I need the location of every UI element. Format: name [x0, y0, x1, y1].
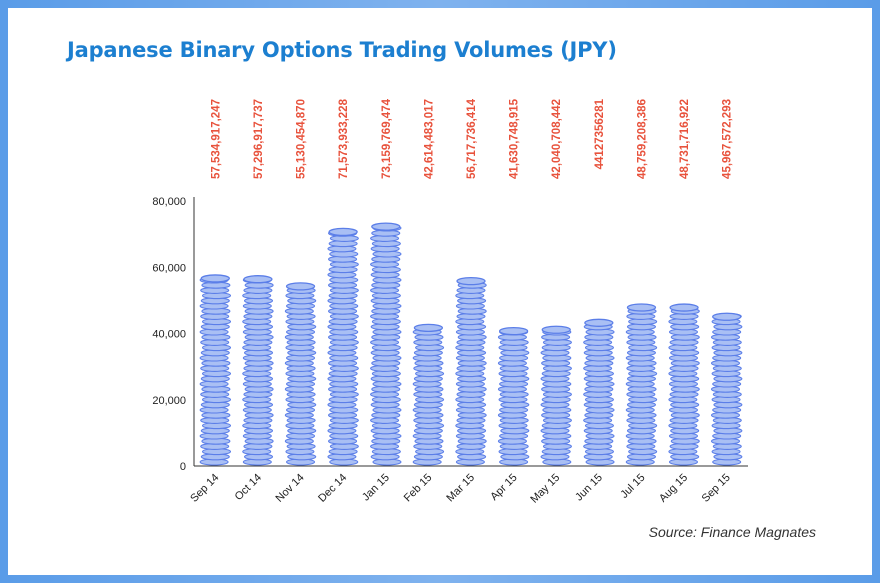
x-tick-label: Feb 15	[402, 472, 435, 505]
data-label: 42,614,483,017	[423, 99, 435, 179]
data-label: 48,731,716,922	[679, 99, 691, 179]
bar-sep-15	[710, 312, 743, 466]
bar-jun-15	[583, 318, 615, 466]
y-tick-label: 40,000	[152, 329, 186, 341]
x-tick-label: Jul 15	[618, 472, 647, 501]
data-label: 73,159,769,474	[381, 98, 393, 179]
bar-oct-14	[242, 275, 274, 466]
x-tick-label: May 15	[528, 472, 562, 506]
bar-mar-15	[455, 276, 487, 466]
bar-jul-15	[625, 303, 658, 466]
bar-apr-15	[497, 326, 530, 466]
data-label: 55,130,454,870	[296, 99, 308, 179]
x-tick-label: Sep 14	[188, 472, 221, 505]
x-tick-label: Oct 14	[233, 472, 264, 503]
bar-dec-14	[327, 227, 359, 466]
bar-sep-14	[199, 274, 232, 466]
y-tick-label: 20,000	[152, 395, 186, 407]
bar-feb-15	[412, 323, 445, 466]
bar-jan-15	[370, 222, 402, 466]
data-label: 42,040,708,442	[551, 99, 563, 179]
x-tick-label: Jan 15	[360, 472, 392, 504]
data-label: 48,759,208,386	[636, 99, 648, 179]
bar-nov-14	[284, 282, 317, 466]
x-tick-label: Aug 15	[657, 472, 690, 505]
x-tick-label: Nov 14	[274, 472, 307, 505]
data-label: 57,296,917,737	[253, 99, 265, 179]
data-label: 56,717,736,414	[466, 98, 478, 179]
x-tick-label: Mar 15	[444, 472, 477, 505]
chart-card	[8, 8, 872, 575]
source-note: Source: Finance Magnates	[648, 524, 816, 540]
y-tick-label: 60,000	[152, 262, 186, 274]
bar-may-15	[540, 325, 572, 466]
chart-title: Japanese Binary Options Trading Volumes …	[67, 38, 617, 62]
x-tick-label: Jun 15	[573, 472, 605, 504]
y-tick-label: 80,000	[152, 196, 186, 208]
x-tick-label: Sep 15	[700, 472, 733, 505]
x-tick-label: Apr 15	[488, 472, 519, 503]
data-label: 41,630,748,915	[509, 98, 521, 179]
data-label: 57,534,917,247	[210, 99, 222, 179]
data-label: 71,573,933,228	[338, 98, 350, 179]
bar-aug-15	[668, 303, 700, 466]
data-label: 45,967,572,293	[722, 99, 734, 179]
y-tick-label: 0	[180, 461, 186, 473]
data-label: 44127356281	[594, 98, 606, 169]
x-tick-label: Dec 14	[316, 472, 349, 505]
